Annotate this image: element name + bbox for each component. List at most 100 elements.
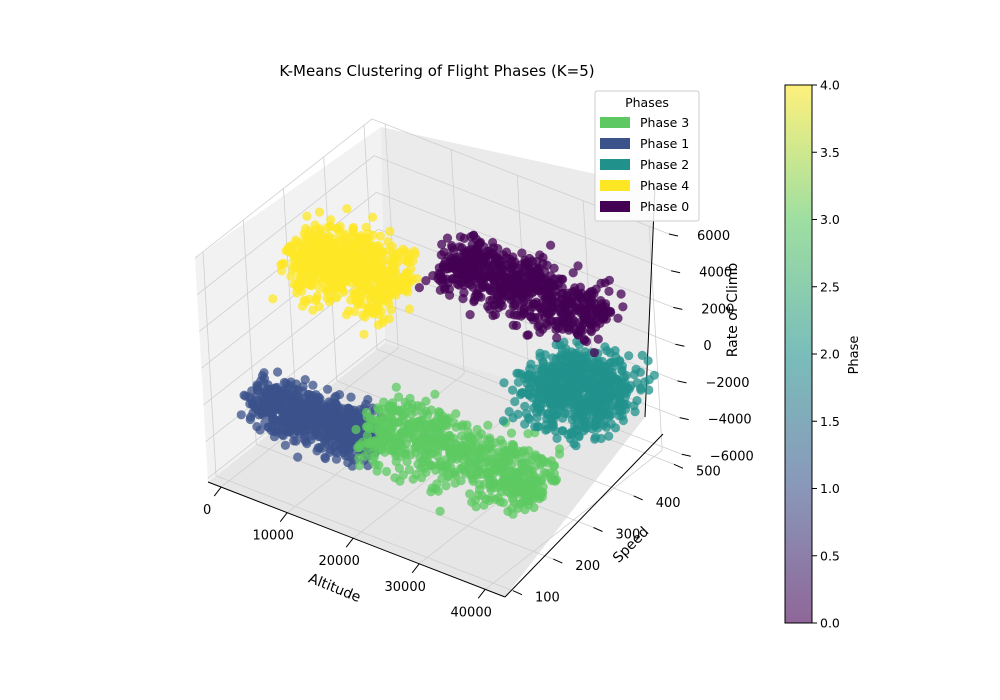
data-point	[398, 244, 408, 254]
data-point	[475, 237, 485, 247]
data-point	[405, 393, 415, 403]
z-tick-label: 4000	[699, 266, 732, 281]
data-point	[615, 356, 625, 366]
data-point	[631, 364, 641, 374]
chart-title: K-Means Clustering of Flight Phases (K=5…	[279, 62, 594, 80]
data-point	[566, 351, 576, 361]
data-point	[520, 401, 530, 411]
data-point	[467, 439, 477, 450]
data-point	[589, 348, 600, 358]
y-tick-mark	[593, 527, 603, 532]
data-point	[410, 249, 420, 259]
data-point	[330, 441, 341, 451]
legend-label: Phase 4	[640, 178, 689, 193]
data-point	[509, 310, 519, 320]
data-point	[374, 310, 384, 320]
data-point	[466, 458, 476, 468]
data-point	[569, 439, 579, 449]
data-point	[403, 400, 413, 411]
x-tick-mark	[477, 588, 486, 599]
data-point	[546, 414, 557, 424]
z-axis-label: Rate of Climb	[725, 263, 741, 358]
data-point	[445, 430, 455, 440]
data-point	[605, 379, 616, 389]
data-point	[472, 289, 482, 299]
data-point	[440, 284, 450, 294]
legend-swatch	[600, 159, 630, 170]
data-point	[344, 442, 354, 453]
data-point	[521, 408, 532, 419]
data-point	[362, 431, 372, 441]
data-point	[553, 323, 564, 333]
data-point	[372, 259, 383, 269]
data-point	[559, 385, 569, 395]
data-point	[596, 296, 606, 306]
data-point	[528, 374, 538, 384]
data-point	[319, 256, 329, 266]
data-point	[643, 356, 653, 366]
data-point	[513, 503, 523, 513]
data-point	[508, 472, 519, 482]
data-point	[475, 248, 485, 258]
data-point	[384, 279, 394, 289]
data-point	[359, 329, 369, 339]
z-tick-label: 0	[703, 339, 711, 354]
data-point	[610, 423, 621, 433]
data-point	[440, 256, 451, 266]
data-point	[418, 437, 428, 448]
data-point	[390, 473, 400, 483]
data-point	[466, 449, 476, 459]
data-point	[504, 407, 514, 417]
tick-labels: 010000200003000040000100200300400500−600…	[203, 229, 754, 620]
data-point	[560, 408, 570, 418]
cluster-phase-4	[268, 204, 422, 339]
data-point	[510, 397, 520, 407]
data-point	[624, 351, 634, 361]
data-point	[512, 368, 522, 378]
x-axis-label: Altitude	[306, 571, 363, 606]
data-point	[644, 385, 654, 395]
data-point	[539, 391, 549, 401]
data-point	[375, 231, 385, 241]
data-point	[329, 245, 339, 255]
data-point	[394, 463, 404, 473]
data-point	[477, 491, 487, 501]
data-point	[370, 424, 380, 434]
legend-label: Phase 3	[640, 115, 689, 130]
data-point	[555, 353, 565, 363]
data-point	[294, 406, 304, 416]
data-point	[487, 248, 497, 258]
grid-line-x	[384, 124, 399, 349]
data-point	[556, 288, 567, 299]
grid-line-z	[373, 155, 672, 272]
x-tick-label: 40000	[451, 605, 492, 620]
data-point	[498, 416, 508, 426]
data-point	[577, 419, 587, 429]
data-point	[551, 340, 561, 350]
data-point	[267, 420, 277, 431]
data-point	[596, 411, 606, 421]
legend-swatch	[600, 180, 630, 191]
data-point	[313, 252, 323, 263]
data-point	[284, 242, 294, 252]
z-tick-label: −2000	[706, 376, 750, 391]
data-point	[363, 229, 373, 239]
data-point	[252, 380, 262, 390]
legend-swatch	[600, 117, 630, 128]
data-point	[430, 389, 440, 399]
data-point	[548, 401, 558, 411]
x-tick-label: 20000	[319, 554, 360, 569]
data-point	[592, 316, 602, 326]
data-point	[579, 315, 590, 325]
data-point	[399, 448, 409, 459]
colorbar-tick-label: 2.0	[820, 347, 840, 362]
data-point	[465, 489, 475, 499]
data-point	[573, 289, 583, 299]
data-point	[583, 291, 593, 301]
data-point	[541, 275, 552, 285]
z-tick-mark	[673, 306, 683, 310]
data-point	[297, 413, 307, 423]
y-tick-mark	[512, 590, 523, 596]
data-point	[421, 396, 431, 406]
data-point	[314, 207, 324, 217]
